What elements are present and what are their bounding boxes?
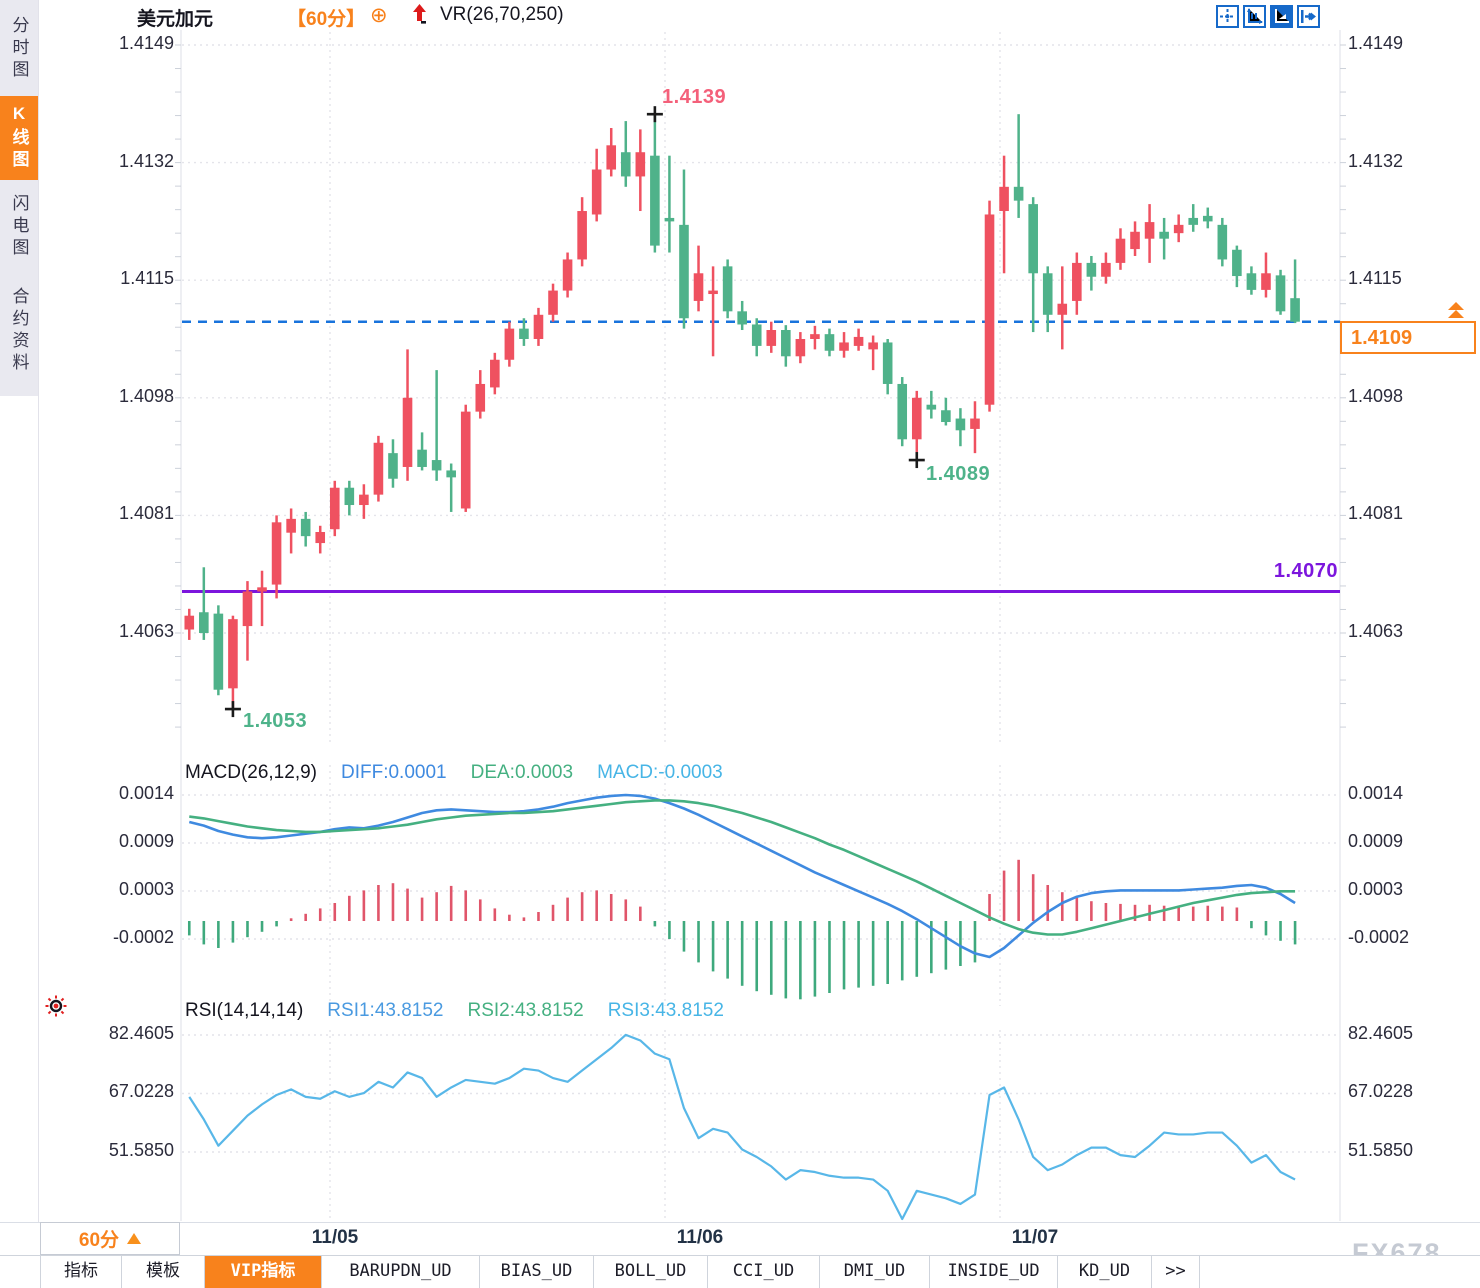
period-tag[interactable]: 【60分】 [287, 9, 366, 30]
price-tick-label: 1.4081 [118, 503, 174, 523]
low-price-annotation: 1.4053 [243, 710, 308, 732]
tab-bias-ud[interactable]: BIAS_UD [480, 1256, 594, 1288]
date-label: 11/07 [1011, 1227, 1059, 1248]
auto-scale-icon[interactable] [1270, 5, 1293, 28]
macd-header[interactable]: MACD(26,12,9) DIFF:0.0001 DEA:0.0003 MAC… [185, 762, 723, 784]
macd-tick-label: 0.0009 [118, 831, 174, 851]
period-selector-label: 60分 [78, 1230, 120, 1251]
macd-tick-label: 0.0009 [1348, 831, 1404, 851]
rsi2-value: RSI2:43.8152 [467, 1000, 584, 1021]
rsi1-value: RSI1:43.8152 [327, 1000, 444, 1021]
tab-cci-ud[interactable]: CCI_UD [708, 1256, 820, 1288]
triangle-up-icon [127, 1233, 142, 1244]
axis-scale-icon[interactable] [1243, 5, 1266, 28]
symbol-title: 美元加元 [137, 9, 214, 30]
alert-sun-icon [44, 994, 68, 1023]
macd-tick-label: -0.0002 [1348, 927, 1410, 947]
price-tick-label: 1.4115 [120, 268, 174, 288]
hline-price-label: 1.4070 [1273, 560, 1338, 582]
price-tick-label: 1.4132 [1348, 151, 1404, 171]
tab-boll-ud[interactable]: BOLL_UD [594, 1256, 708, 1288]
tab-more[interactable]: >> [1152, 1256, 1200, 1288]
overlay-indicator-label[interactable]: VR(26,70,250) [440, 4, 564, 25]
tab-barupdn-ud[interactable]: BARUPDN_UD [322, 1256, 480, 1288]
rsi-tick-label: 82.4605 [108, 1023, 174, 1043]
price-tick-label: 1.4149 [1348, 33, 1404, 53]
red-up-arrow-icon [411, 3, 428, 31]
sidebar-tab-flash-chart[interactable]: 闪电图 [0, 184, 38, 270]
price-tick-label: 1.4063 [1348, 621, 1404, 641]
indicator-tabbar: 指标 模板 VIP指标 BARUPDN_UD BIAS_UD BOLL_UD C… [0, 1255, 1480, 1288]
price-tick-label: 1.4063 [118, 621, 174, 641]
rsi3-value: RSI3:43.8152 [607, 1000, 724, 1021]
rsi-title: RSI(14,14,14) [185, 1000, 304, 1021]
shift-right-icon[interactable] [1297, 5, 1320, 28]
price-tick-label: 1.4081 [1348, 503, 1404, 523]
sidebar-tab-candlestick-chart[interactable]: K线图 [0, 96, 38, 180]
sidebar-tab-timeline-chart[interactable]: 分时图 [0, 6, 38, 92]
macd-title: MACD(26,12,9) [185, 762, 317, 783]
price-tick-label: 1.4115 [1348, 268, 1402, 288]
price-tick-label: 1.4149 [118, 33, 174, 53]
double-up-arrow-icon [1448, 302, 1464, 320]
sidebar-tab-contract-info[interactable]: 合约资料 [0, 274, 38, 388]
tab-dmi-ud[interactable]: DMI_UD [820, 1256, 930, 1288]
crosshair-pan-icon[interactable] [1216, 5, 1239, 28]
date-label: 11/06 [676, 1227, 724, 1248]
price-tick-label: 1.4098 [1348, 386, 1404, 406]
tab-templates[interactable]: 模板 [122, 1256, 205, 1288]
circled-plus-icon[interactable]: ⊕ [370, 4, 388, 27]
tab-inside-ud[interactable]: INSIDE_UD [930, 1256, 1058, 1288]
tab-vip-indicators[interactable]: VIP指标 [205, 1256, 322, 1288]
last-price-badge: 1.4109 [1340, 321, 1476, 354]
macd-diff-value: DIFF:0.0001 [341, 762, 447, 783]
macd-tick-label: -0.0002 [112, 927, 174, 947]
rsi-tick-label: 51.5850 [108, 1140, 174, 1160]
price-tick-label: 1.4132 [118, 151, 174, 171]
swing-low-annotation: 1.4089 [926, 463, 991, 485]
high-price-annotation: 1.4139 [662, 86, 727, 108]
rsi-header[interactable]: RSI(14,14,14) RSI1:43.8152 RSI2:43.8152 … [185, 1000, 724, 1022]
rsi-tick-label: 67.0228 [1348, 1081, 1414, 1101]
macd-hist-value: MACD:-0.0003 [597, 762, 723, 783]
tab-kd-ud[interactable]: KD_UD [1058, 1256, 1152, 1288]
time-axis-row [0, 1222, 1480, 1255]
price-tick-label: 1.4098 [118, 386, 174, 406]
macd-tick-label: 0.0003 [1348, 879, 1404, 899]
sidebar-divider [38, 0, 39, 1288]
macd-tick-label: 0.0014 [118, 783, 174, 803]
rsi-tick-label: 67.0228 [108, 1081, 174, 1101]
rsi-tick-label: 82.4605 [1348, 1023, 1414, 1043]
date-label: 11/05 [311, 1227, 359, 1248]
macd-dea-value: DEA:0.0003 [470, 762, 574, 783]
rsi-tick-label: 51.5850 [1348, 1140, 1414, 1160]
macd-tick-label: 0.0003 [118, 879, 174, 899]
period-selector-button[interactable]: 60分 [40, 1222, 180, 1255]
tab-indicators[interactable]: 指标 [40, 1256, 122, 1288]
macd-tick-label: 0.0014 [1348, 783, 1404, 803]
